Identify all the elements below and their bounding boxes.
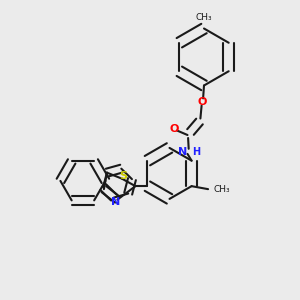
Text: O: O <box>169 124 179 134</box>
Text: H: H <box>193 147 201 158</box>
Text: CH₃: CH₃ <box>214 185 230 194</box>
Text: N: N <box>178 147 188 158</box>
Text: O: O <box>198 97 207 107</box>
Text: S: S <box>119 171 128 181</box>
Text: CH₃: CH₃ <box>196 14 212 22</box>
Text: N: N <box>111 197 121 207</box>
